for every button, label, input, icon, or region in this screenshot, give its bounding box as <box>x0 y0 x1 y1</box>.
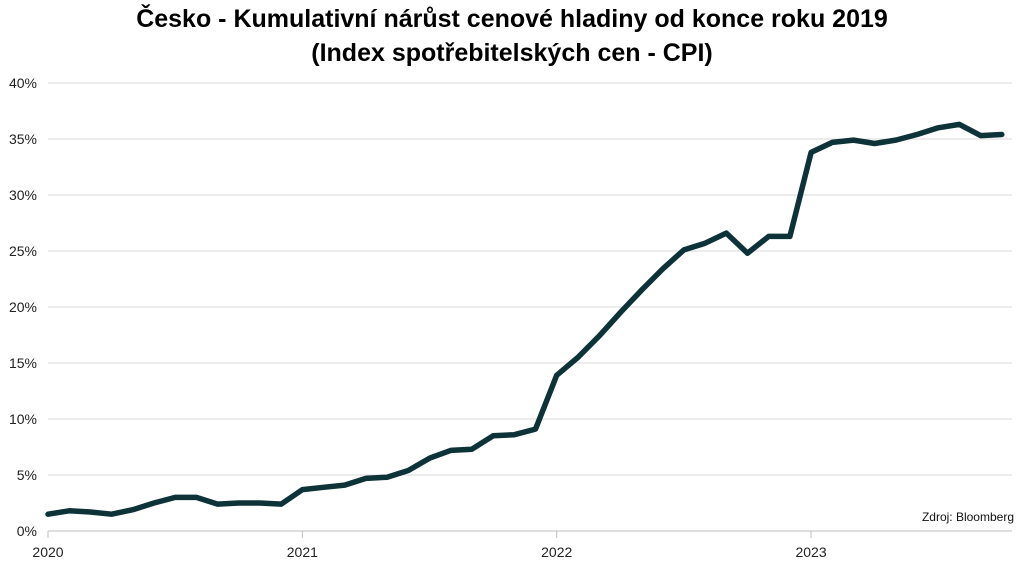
y-axis-ticks: 0% 5% 10% 15% 20% 25% 30% 35% 40% <box>9 75 37 539</box>
x-axis: 2020 2021 2022 2023 <box>32 530 1012 560</box>
y-tick-label: 0% <box>17 523 37 539</box>
y-tick-label: 40% <box>9 75 37 91</box>
y-tick-label: 10% <box>9 411 37 427</box>
y-tick-label: 30% <box>9 187 37 203</box>
y-tick-label: 20% <box>9 299 37 315</box>
x-tick-label: 2021 <box>287 544 318 560</box>
chart-title-line-1: Česko - Kumulativní nárůst cenové hladin… <box>136 5 888 33</box>
y-tick-label: 25% <box>9 243 37 259</box>
chart-title-line-2: (Index spotřebitelských cen - CPI) <box>311 39 713 67</box>
x-tick-label: 2022 <box>541 544 572 560</box>
x-tick-label: 2023 <box>795 544 826 560</box>
y-tick-label: 35% <box>9 131 37 147</box>
series-layer <box>45 121 1005 517</box>
series-line-0 <box>45 121 1005 517</box>
x-tick-label: 2020 <box>32 544 63 560</box>
y-tick-label: 15% <box>9 355 37 371</box>
y-tick-label: 5% <box>17 467 37 483</box>
source-note: Zdroj: Bloomberg <box>922 510 1014 524</box>
chart-title: Česko - Kumulativní nárůst cenové hladin… <box>0 2 1024 70</box>
